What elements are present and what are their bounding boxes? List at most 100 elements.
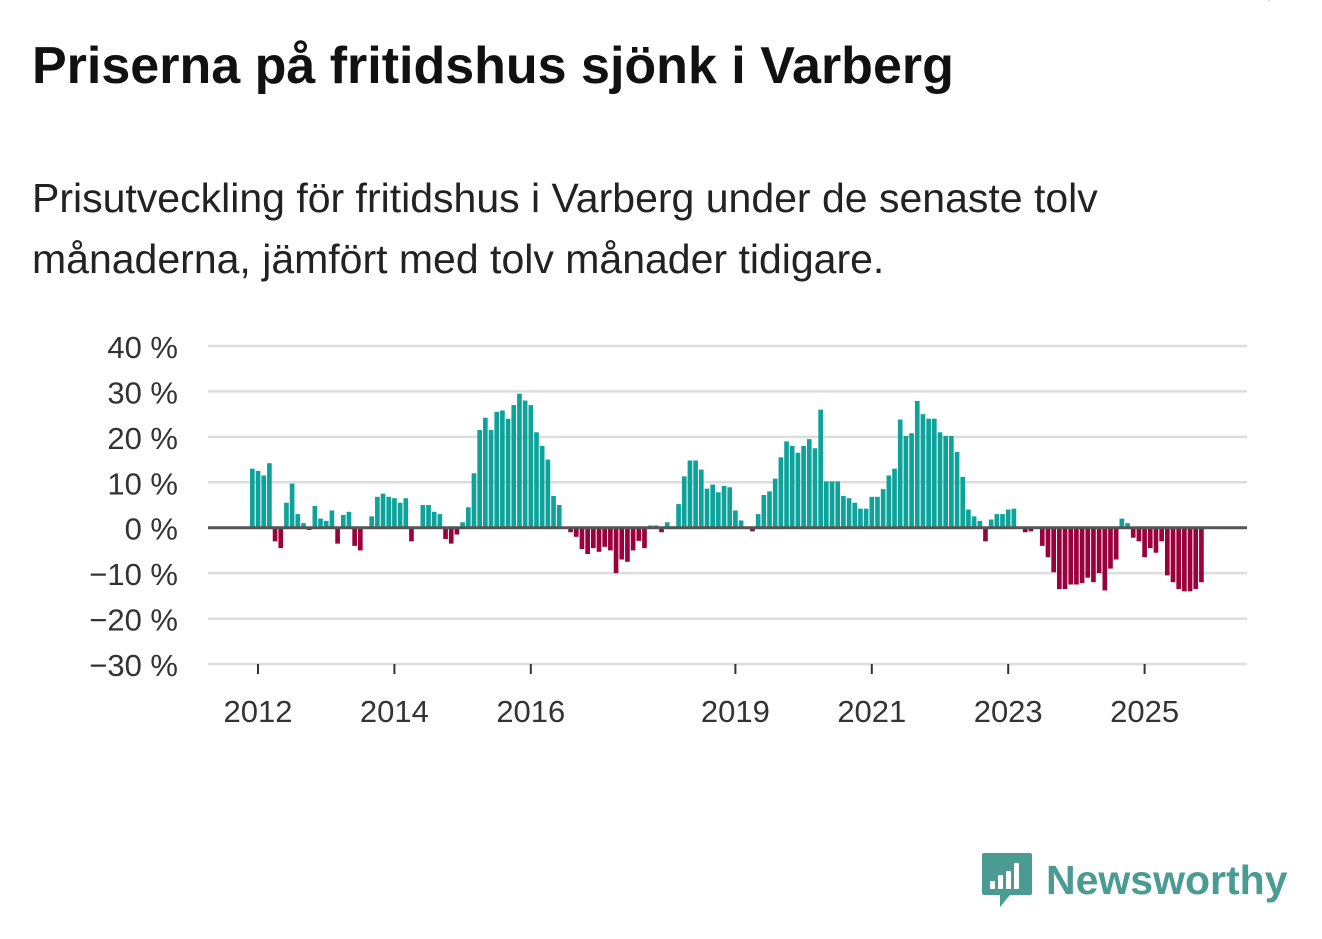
bar (312, 505, 318, 528)
bar (994, 514, 1000, 528)
annotation: −12 % (1185, 0, 1286, 34)
bar (1045, 527, 1051, 558)
bar (983, 527, 988, 542)
bar (494, 411, 500, 528)
bar (698, 469, 704, 528)
bar (1130, 527, 1136, 538)
bar (465, 507, 471, 528)
x-tick-label: 2023 (974, 694, 1043, 729)
x-tick-label: 2014 (360, 694, 429, 729)
bar (1113, 527, 1119, 560)
bar (636, 527, 642, 541)
newsworthy-logo-icon (982, 853, 1032, 907)
chart-subtitle: Prisutveckling för fritidshus i Varberg … (32, 175, 1098, 282)
bar (1193, 527, 1199, 590)
bar (761, 495, 767, 528)
bar (806, 439, 812, 528)
annotation-label: −12 % (1197, 0, 1274, 6)
bar (585, 527, 590, 555)
bar (943, 435, 949, 528)
y-tick-label: −30 % (89, 648, 178, 683)
bar (1102, 527, 1108, 591)
bar (500, 410, 505, 528)
bar (1182, 527, 1187, 592)
bar (1170, 527, 1176, 583)
bar (488, 430, 494, 528)
bar (556, 505, 562, 528)
x-axis-ticks: 2012 2014 2016 2019 2021 2023 2025 (224, 664, 1179, 729)
bar (1164, 527, 1170, 576)
y-tick-label: −20 % (89, 603, 178, 638)
bar (346, 511, 352, 528)
bar (375, 496, 380, 528)
bar (255, 470, 261, 528)
bar (534, 432, 539, 528)
bar (528, 405, 534, 528)
bar (767, 491, 772, 528)
bar (335, 527, 340, 544)
bar (1068, 527, 1074, 585)
bars (250, 393, 1204, 592)
bar (664, 522, 670, 528)
bar (551, 495, 556, 528)
bar (1051, 527, 1056, 573)
bar (420, 505, 426, 528)
bar (392, 498, 397, 528)
x-tick-label: 2019 (701, 694, 770, 729)
bar (573, 527, 579, 537)
bar (1039, 527, 1045, 546)
bar (1028, 527, 1034, 532)
bar (619, 527, 625, 560)
annotation-background (1185, 0, 1286, 34)
x-tick-label: 2021 (837, 694, 906, 729)
bar (596, 527, 602, 552)
bar (1000, 514, 1005, 528)
bar (659, 527, 664, 533)
bar (875, 496, 880, 528)
bar (448, 527, 454, 544)
bar (409, 527, 414, 542)
bar (1142, 527, 1147, 558)
bar (841, 495, 846, 528)
bar (903, 435, 909, 528)
bar (261, 475, 267, 528)
bar (880, 489, 886, 528)
bar (920, 414, 926, 528)
bar (818, 409, 823, 528)
bar (937, 432, 943, 528)
bar (267, 463, 272, 528)
bar (511, 405, 517, 528)
bar (954, 451, 960, 528)
bar (1011, 508, 1017, 528)
bar (329, 510, 335, 528)
bar (289, 483, 295, 528)
bar (454, 527, 460, 535)
y-tick-label: 40 % (107, 330, 178, 365)
bar (1091, 527, 1096, 583)
bar (517, 393, 522, 528)
bar (1005, 509, 1011, 528)
bar (846, 498, 852, 528)
bar (676, 504, 681, 528)
y-axis-ticks: 40 % 30 % 20 % 10 % 0 % −10 % −20 % −30 % (89, 330, 178, 683)
bar (829, 481, 835, 528)
bar (608, 527, 613, 551)
bar (386, 496, 392, 528)
bar (357, 527, 363, 551)
bar (284, 502, 289, 528)
bar (869, 496, 875, 528)
bar (687, 460, 693, 528)
bar (681, 476, 687, 528)
bar (721, 485, 727, 528)
bar (784, 441, 789, 528)
bar (795, 452, 801, 528)
bar (630, 527, 636, 551)
newsworthy-logo: Newsworthy (980, 850, 1288, 910)
bar (539, 445, 545, 528)
bar (858, 508, 863, 528)
bar (380, 493, 386, 528)
bar (1022, 527, 1028, 533)
bar (971, 516, 977, 528)
bar (1108, 527, 1113, 569)
brand-name: Newsworthy (1046, 856, 1288, 903)
